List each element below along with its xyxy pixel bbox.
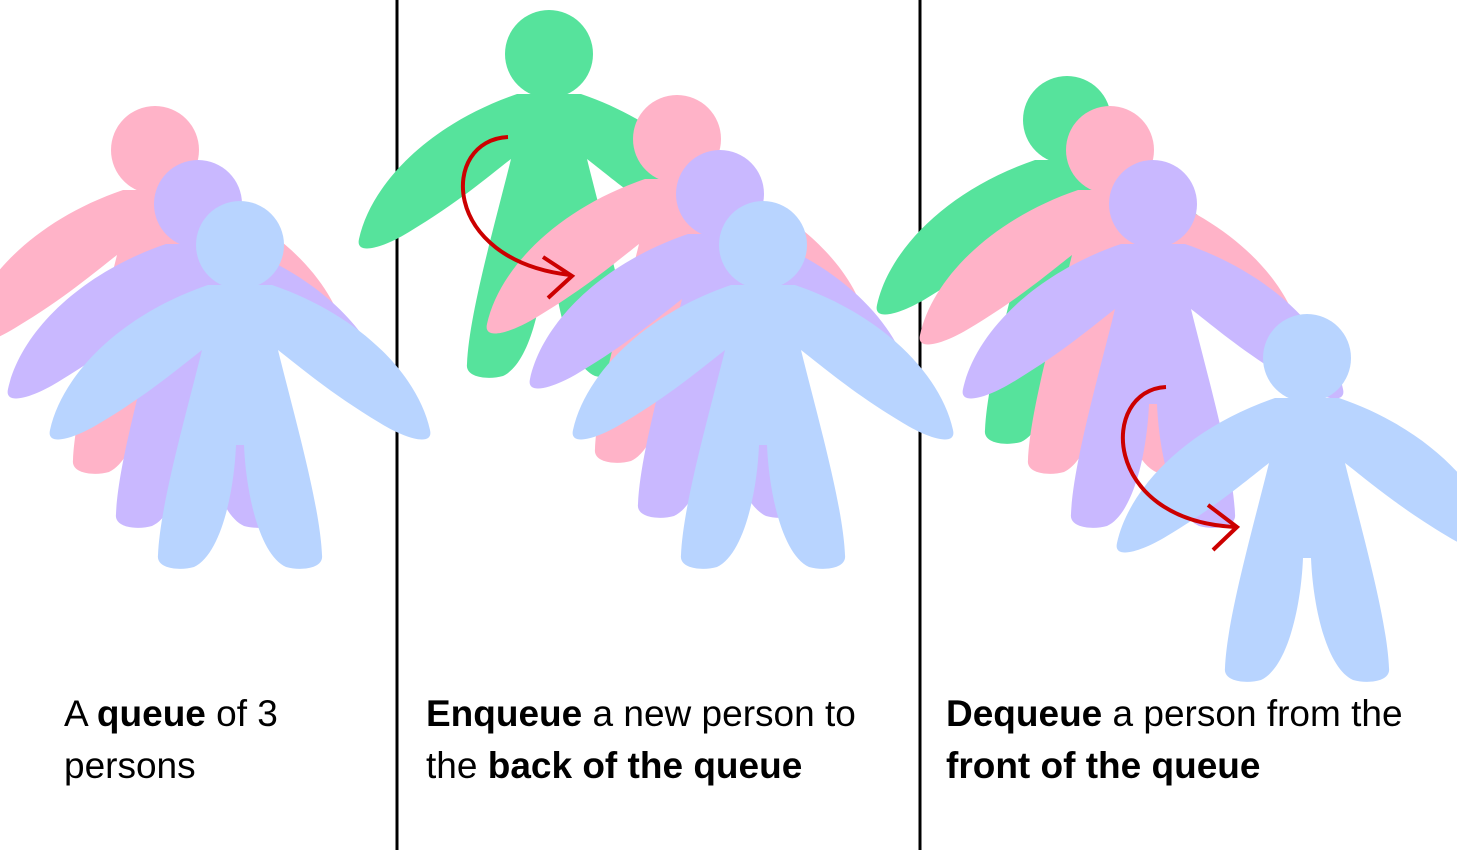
caption-segment: a new person to the (426, 693, 856, 786)
caption-segment: queue (96, 693, 206, 734)
curved-arrow-icon (1120, 385, 1236, 529)
caption-segment: a person from the (1102, 693, 1403, 734)
caption-segment: Enqueue (426, 693, 583, 734)
arrow-head-icon (541, 255, 576, 300)
caption-segment: front of the queue (946, 745, 1261, 786)
panel-queue (0, 106, 431, 569)
panel-enqueue (358, 10, 954, 569)
caption-segment: A (64, 693, 97, 734)
caption-segment: back of the queue (487, 745, 803, 786)
curved-arrow-icon (461, 135, 571, 277)
panel-dequeue (876, 76, 1457, 682)
caption-segment: Dequeue (946, 693, 1103, 734)
arrow-head-icon (1206, 503, 1241, 552)
caption-enqueue: Enqueue a new person to the back of the … (426, 688, 906, 792)
caption-queue: A queue of 3 persons (64, 688, 384, 792)
caption-segment: of 3 persons (64, 693, 278, 786)
caption-dequeue: Dequeue a person from the front of the q… (946, 688, 1426, 792)
